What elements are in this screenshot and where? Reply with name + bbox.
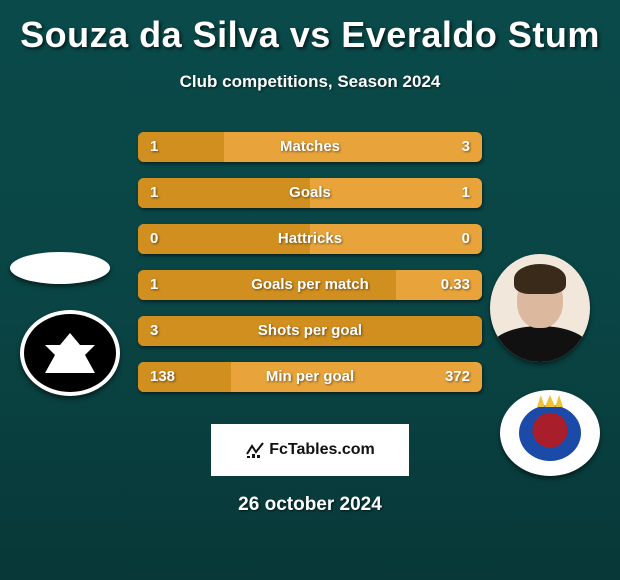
comparison-date: 26 october 2024: [0, 494, 620, 516]
chart-icon: [245, 440, 265, 460]
page-title: Souza da Silva vs Everaldo Stum: [0, 0, 620, 56]
subtitle: Club competitions, Season 2024: [0, 72, 620, 92]
stat-right-value: 0: [462, 224, 470, 254]
attribution-text: FcTables.com: [269, 441, 375, 459]
compare-area: 1Matches31Goals10Hattricks01Goals per ma…: [0, 132, 620, 412]
stat-right-value: 3: [462, 132, 470, 162]
stat-right-value: 1: [462, 178, 470, 208]
stat-row: 138Min per goal372: [138, 362, 482, 392]
stat-label: Goals: [138, 178, 482, 208]
attribution-badge: FcTables.com: [211, 424, 409, 476]
stat-row: 3Shots per goal: [138, 316, 482, 346]
stat-row: 1Goals1: [138, 178, 482, 208]
stat-row: 0Hattricks0: [138, 224, 482, 254]
stat-label: Shots per goal: [138, 316, 482, 346]
club-right-badge: [500, 390, 600, 476]
stat-row: 1Matches3: [138, 132, 482, 162]
stat-label: Goals per match: [138, 270, 482, 300]
stat-right-value: 372: [445, 362, 470, 392]
player-left-photo: [10, 252, 110, 284]
stat-label: Hattricks: [138, 224, 482, 254]
player-right-photo: [490, 254, 590, 362]
stat-right-value: 0.33: [441, 270, 470, 300]
stat-row: 1Goals per match0.33: [138, 270, 482, 300]
stat-label: Min per goal: [138, 362, 482, 392]
stat-label: Matches: [138, 132, 482, 162]
club-left-badge: [20, 310, 120, 396]
stat-bars: 1Matches31Goals10Hattricks01Goals per ma…: [138, 132, 482, 408]
